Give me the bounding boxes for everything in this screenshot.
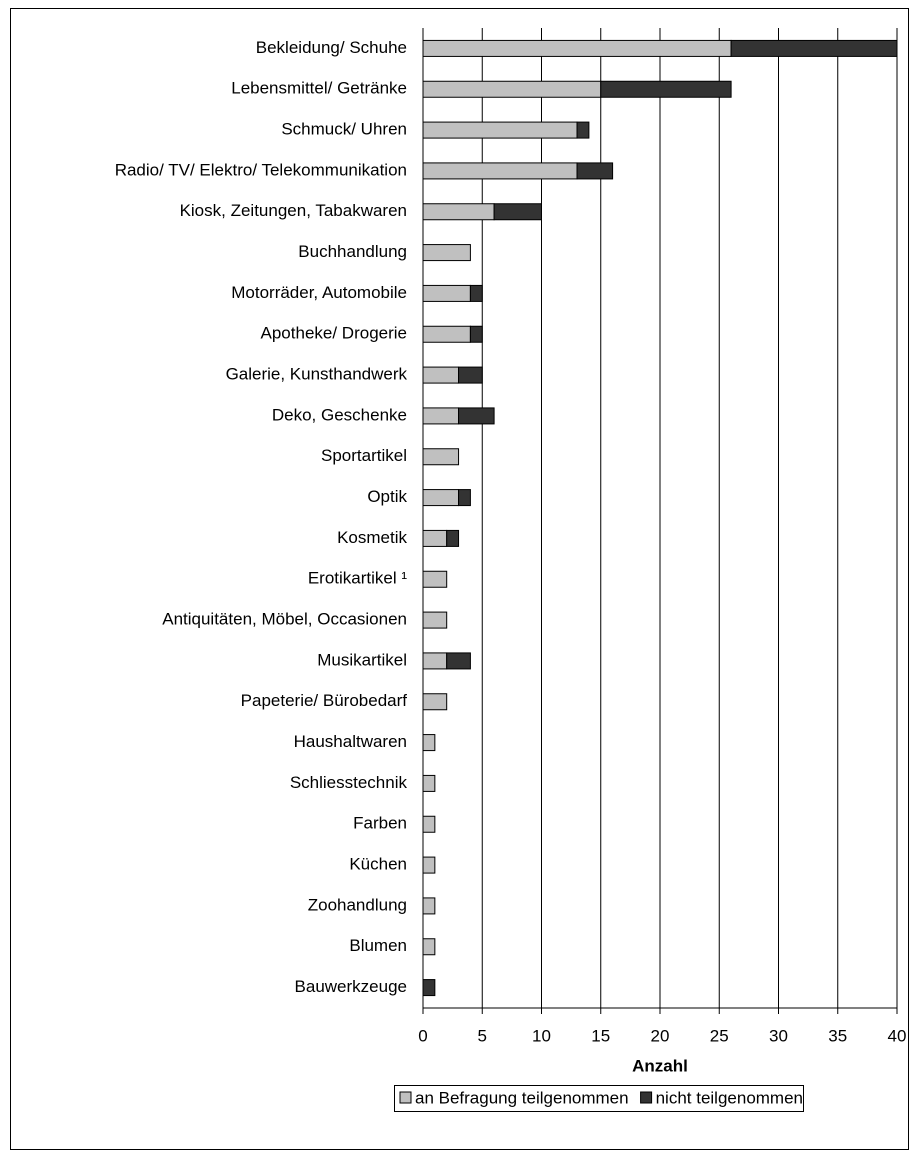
bar-segment [422, 121, 578, 139]
y-tick-label: Kiosk, Zeitungen, Tabakwaren [180, 201, 407, 220]
y-tick-label: Bekleidung/ Schuhe [256, 38, 407, 57]
bar-segment [446, 652, 471, 670]
bar-segment [422, 938, 436, 956]
bar-segment [422, 39, 732, 57]
bar-segment [469, 325, 483, 343]
y-tick-label: Motorräder, Automobile [231, 283, 407, 302]
bar-segment [422, 203, 495, 221]
legend-label: an Befragung teilgenommen [415, 1088, 629, 1107]
y-tick-label: Bauwerkzeuge [295, 977, 407, 996]
y-tick-label: Schliesstechnik [290, 773, 408, 792]
bar-segment [422, 162, 578, 180]
x-tick-label: 5 [478, 1026, 487, 1045]
bar-segment [422, 284, 471, 302]
bar-segment [422, 489, 460, 507]
y-tick-label: Lebensmittel/ Getränke [231, 79, 407, 98]
legend-swatch [640, 1091, 653, 1104]
x-tick-label: 30 [769, 1026, 788, 1045]
y-tick-label: Buchhandlung [298, 242, 407, 261]
legend-box [394, 1085, 804, 1112]
x-tick-label: 25 [710, 1026, 729, 1045]
bar-segment [493, 203, 543, 221]
bar-segment [422, 774, 436, 792]
y-tick-label: Optik [367, 487, 407, 506]
y-tick-label: Radio/ TV/ Elektro/ Telekommunikation [115, 160, 407, 179]
bar-segment [422, 897, 436, 915]
y-tick-label: Galerie, Kunsthandwerk [226, 365, 408, 384]
y-tick-label: Zoohandlung [308, 895, 407, 914]
y-tick-label: Sportartikel [321, 446, 407, 465]
y-tick-label: Erotikartikel ¹ [308, 569, 408, 588]
x-tick-label: 40 [888, 1026, 907, 1045]
bar-segment [576, 121, 590, 139]
bar-segment [422, 325, 471, 343]
bar-segment [422, 570, 448, 588]
bar-segment [422, 856, 436, 874]
bar-segment [422, 652, 448, 670]
y-tick-label: Haushaltwaren [294, 732, 407, 751]
bar-segment [730, 39, 898, 57]
x-tick-label: 10 [532, 1026, 551, 1045]
legend-swatch [399, 1091, 412, 1104]
bar-segment [422, 815, 436, 833]
x-tick-label: 20 [651, 1026, 670, 1045]
bar-segment [422, 407, 460, 425]
bar-segment [422, 529, 448, 547]
bar-segment [422, 611, 448, 629]
bar-segment [422, 448, 460, 466]
y-tick-label: Papeterie/ Bürobedarf [241, 691, 408, 710]
bar-segment [458, 366, 483, 384]
bar-segment [576, 162, 614, 180]
y-tick-label: Apotheke/ Drogerie [261, 324, 407, 343]
y-tick-label: Blumen [349, 936, 407, 955]
bar-segment [458, 489, 471, 507]
y-tick-label: Deko, Geschenke [272, 405, 407, 424]
bar-segment [422, 734, 436, 752]
bar-segment [422, 979, 436, 997]
bar-segment [469, 284, 483, 302]
bar-segment [422, 80, 602, 98]
x-tick-label: 15 [591, 1026, 610, 1045]
y-tick-label: Antiquitäten, Möbel, Occasionen [162, 610, 407, 629]
x-tick-label: 35 [828, 1026, 847, 1045]
y-tick-label: Farben [353, 814, 407, 833]
bar-segment [422, 244, 471, 262]
bar-segment [422, 693, 448, 711]
y-tick-label: Kosmetik [337, 528, 407, 547]
y-tick-label: Küchen [349, 855, 407, 874]
y-tick-label: Musikartikel [317, 650, 407, 669]
bar-segment [600, 80, 732, 98]
frame [10, 8, 909, 1150]
x-axis-label: Anzahl [632, 1056, 688, 1075]
bar-segment [458, 407, 495, 425]
y-tick-label: Schmuck/ Uhren [281, 120, 407, 139]
bar-segment [446, 529, 460, 547]
x-tick-label: 0 [418, 1026, 427, 1045]
bar-segment [422, 366, 460, 384]
legend-label: nicht teilgenommen [656, 1088, 803, 1107]
